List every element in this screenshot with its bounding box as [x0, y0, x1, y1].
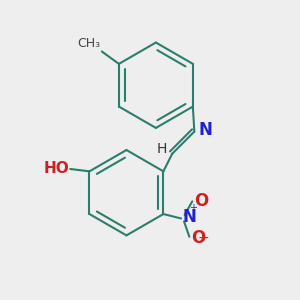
Text: −: −	[198, 231, 209, 244]
Text: +: +	[189, 202, 197, 213]
Text: O: O	[191, 229, 205, 247]
Text: N: N	[182, 208, 196, 226]
Text: O: O	[194, 192, 208, 210]
Text: CH₃: CH₃	[77, 37, 101, 50]
Text: H: H	[157, 142, 167, 156]
Text: HO: HO	[44, 160, 69, 175]
Text: N: N	[198, 121, 212, 139]
